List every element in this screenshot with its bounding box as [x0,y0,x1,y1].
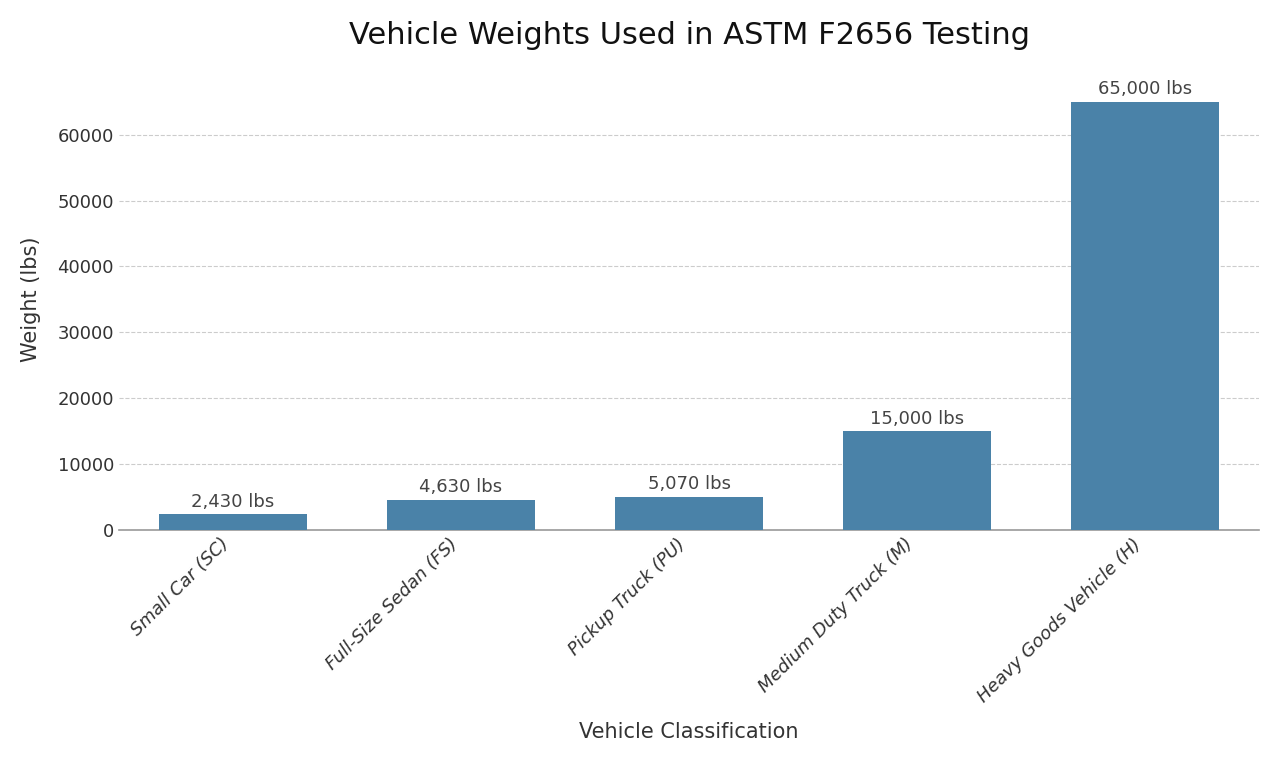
Bar [1071,101,1220,530]
Bar [387,500,535,530]
Y-axis label: Weight (lbs): Weight (lbs) [20,237,41,362]
Text: 5,070 lbs: 5,070 lbs [648,475,731,494]
Bar [614,497,763,530]
Text: 15,000 lbs: 15,000 lbs [870,410,964,428]
Title: Vehicle Weights Used in ASTM F2656 Testing: Vehicle Weights Used in ASTM F2656 Testi… [348,21,1029,50]
Bar [844,431,991,530]
Bar [159,514,307,530]
Text: 2,430 lbs: 2,430 lbs [191,493,274,510]
Text: 65,000 lbs: 65,000 lbs [1098,80,1192,98]
Text: 4,630 lbs: 4,630 lbs [420,478,503,496]
X-axis label: Vehicle Classification: Vehicle Classification [580,722,799,742]
